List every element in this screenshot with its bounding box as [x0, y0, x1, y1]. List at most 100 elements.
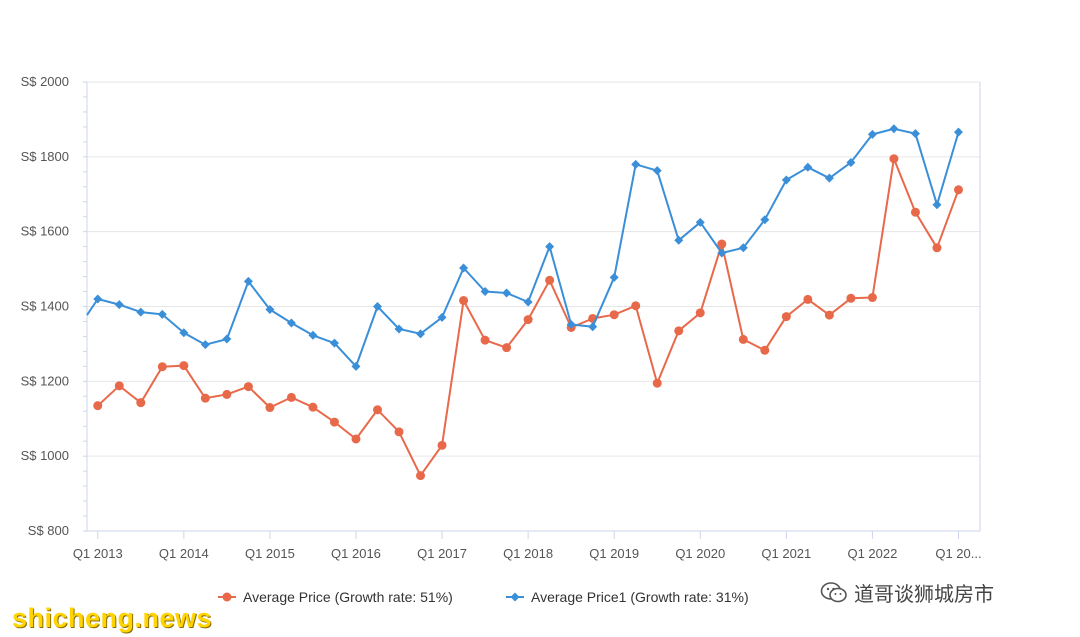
data-point[interactable]: [631, 301, 641, 311]
data-point[interactable]: [286, 392, 296, 402]
data-point[interactable]: [889, 124, 899, 134]
data-point[interactable]: [846, 157, 856, 167]
data-point[interactable]: [351, 361, 361, 371]
data-point[interactable]: [695, 217, 705, 227]
data-point[interactable]: [157, 309, 167, 319]
data-point[interactable]: [200, 340, 210, 350]
data-point[interactable]: [157, 362, 167, 372]
data-point[interactable]: [416, 471, 426, 481]
data-point[interactable]: [803, 294, 813, 304]
data-point[interactable]: [93, 294, 103, 304]
y-tick-label: S$ 1800: [21, 149, 69, 164]
legend-marker: [222, 592, 232, 602]
x-axis-labels: Q1 2013 Q1 2014 Q1 2015 Q1 2016 Q1 2017 Q1 20…: [73, 546, 982, 561]
y-tick-label: S$ 1000: [21, 448, 69, 463]
series-1: [93, 154, 963, 481]
data-point[interactable]: [717, 239, 727, 249]
x-tick-label: Q1 2013: [73, 546, 123, 561]
data-point[interactable]: [652, 166, 662, 176]
data-point[interactable]: [243, 382, 253, 392]
data-point[interactable]: [372, 302, 382, 311]
data-point[interactable]: [329, 338, 339, 348]
data-point[interactable]: [437, 312, 447, 322]
y-tick-label: S$ 1200: [21, 373, 69, 388]
data-point[interactable]: [695, 308, 705, 318]
data-point[interactable]: [200, 393, 210, 403]
data-point[interactable]: [781, 312, 791, 322]
data-point[interactable]: [824, 173, 834, 183]
data-point[interactable]: [93, 401, 103, 411]
data-point[interactable]: [910, 129, 920, 139]
data-point[interactable]: [867, 293, 877, 303]
data-point[interactable]: [545, 242, 555, 252]
data-point[interactable]: [523, 297, 533, 307]
data-point[interactable]: [394, 427, 404, 437]
data-point[interactable]: [889, 154, 899, 164]
y-tick-label: S$ 1400: [21, 299, 69, 314]
data-point[interactable]: [566, 319, 576, 329]
legend-label: Average Price1 (Growth rate: 31%): [531, 589, 749, 605]
data-point[interactable]: [824, 310, 834, 320]
data-point[interactable]: [631, 159, 641, 169]
data-point[interactable]: [738, 334, 748, 344]
data-point[interactable]: [932, 243, 942, 253]
data-point[interactable]: [781, 175, 791, 185]
data-point[interactable]: [243, 276, 253, 286]
data-point[interactable]: [674, 235, 684, 245]
data-point[interactable]: [222, 334, 232, 344]
data-point[interactable]: [652, 378, 662, 388]
x-tick-label: Q1 2018: [503, 546, 553, 561]
data-point[interactable]: [523, 315, 533, 325]
data-point[interactable]: [545, 275, 555, 285]
series-layer: [86, 124, 963, 481]
data-point[interactable]: [910, 207, 920, 217]
data-point[interactable]: [760, 215, 770, 225]
data-point[interactable]: [265, 304, 275, 314]
data-point[interactable]: [372, 405, 382, 415]
axes: [83, 81, 981, 539]
x-tick-label: Q1 2017: [417, 546, 467, 561]
data-point[interactable]: [502, 343, 512, 353]
data-point[interactable]: [588, 322, 598, 332]
x-tick-label: Q1 2022: [847, 546, 897, 561]
data-point[interactable]: [114, 300, 124, 310]
data-point[interactable]: [480, 335, 490, 345]
data-point[interactable]: [222, 389, 232, 399]
data-point[interactable]: [351, 434, 361, 444]
data-point[interactable]: [932, 200, 942, 210]
data-point[interactable]: [459, 296, 469, 306]
data-point[interactable]: [480, 287, 490, 297]
series-line: [86, 127, 960, 368]
data-point[interactable]: [609, 272, 619, 282]
data-point[interactable]: [609, 310, 619, 320]
legend[interactable]: Average Price (Growth rate: 51%) Average …: [218, 589, 749, 605]
data-point[interactable]: [394, 324, 404, 334]
data-point[interactable]: [308, 402, 318, 412]
data-point[interactable]: [459, 263, 469, 273]
data-point[interactable]: [953, 185, 963, 195]
data-point[interactable]: [265, 403, 275, 413]
data-point[interactable]: [738, 243, 748, 253]
data-point[interactable]: [760, 345, 770, 355]
data-point[interactable]: [803, 162, 813, 172]
legend-item-1[interactable]: Average Price (Growth rate: 51%): [218, 589, 453, 605]
data-point[interactable]: [867, 129, 877, 139]
data-point[interactable]: [674, 326, 684, 336]
data-point[interactable]: [416, 329, 426, 339]
data-point[interactable]: [179, 328, 189, 338]
data-point[interactable]: [286, 318, 296, 328]
data-point[interactable]: [329, 417, 339, 427]
data-point[interactable]: [437, 440, 447, 450]
data-point[interactable]: [136, 398, 146, 408]
legend-label: Average Price (Growth rate: 51%): [243, 589, 453, 605]
data-point[interactable]: [179, 361, 189, 371]
data-point[interactable]: [136, 307, 146, 317]
wechat-icon: [820, 581, 847, 602]
data-point[interactable]: [502, 288, 512, 298]
data-point[interactable]: [308, 330, 318, 340]
legend-item-2[interactable]: Average Price1 (Growth rate: 31%): [506, 589, 749, 605]
data-point[interactable]: [717, 248, 727, 258]
data-point[interactable]: [114, 381, 124, 391]
data-point[interactable]: [846, 293, 856, 303]
data-point[interactable]: [953, 127, 963, 137]
